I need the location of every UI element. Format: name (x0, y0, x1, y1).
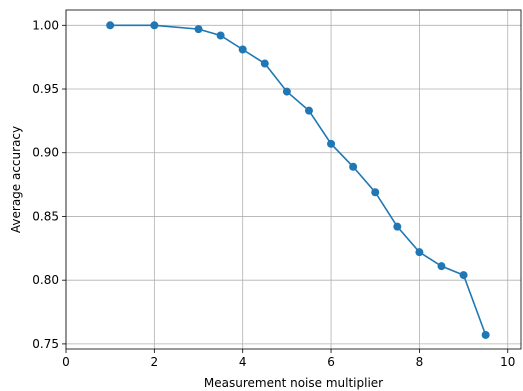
data-point (194, 25, 203, 34)
y-tick-label: 0.90 (32, 146, 59, 160)
plot-frame (65, 9, 522, 350)
data-point (327, 139, 336, 148)
data-point (349, 162, 358, 171)
x-tick-label: 4 (239, 355, 247, 369)
grid-layer (65, 10, 521, 349)
series-layer (106, 21, 490, 339)
data-point (106, 21, 115, 30)
y-tick-label: 0.75 (32, 337, 59, 351)
y-tick-label: 0.95 (32, 82, 59, 96)
y-tick-label: 0.80 (32, 273, 59, 287)
y-tick-label: 1.00 (32, 18, 59, 32)
x-tick-label: 2 (151, 355, 159, 369)
data-point (437, 262, 446, 271)
data-point (216, 31, 225, 40)
data-point (150, 21, 159, 30)
data-point (238, 45, 247, 54)
data-point (415, 248, 424, 257)
data-point (260, 59, 269, 68)
y-tick-label: 0.85 (32, 209, 59, 223)
data-point (393, 222, 402, 231)
x-tick-label: 10 (500, 355, 515, 369)
data-point (304, 106, 313, 115)
data-point (371, 188, 380, 197)
data-point (481, 330, 490, 339)
tick-layer: 0 2 4 6 8 10 0.75 0.80 0.85 0.90 0.95 1.00 (32, 18, 515, 369)
x-tick-label: 0 (62, 355, 70, 369)
x-axis-label: Measurement noise multiplier (204, 376, 383, 390)
data-point (459, 271, 468, 280)
x-tick-label: 8 (416, 355, 424, 369)
y-axis-label: Average accuracy (9, 126, 23, 233)
x-tick-label: 6 (327, 355, 335, 369)
data-point (282, 87, 291, 96)
series-line (110, 24, 487, 336)
